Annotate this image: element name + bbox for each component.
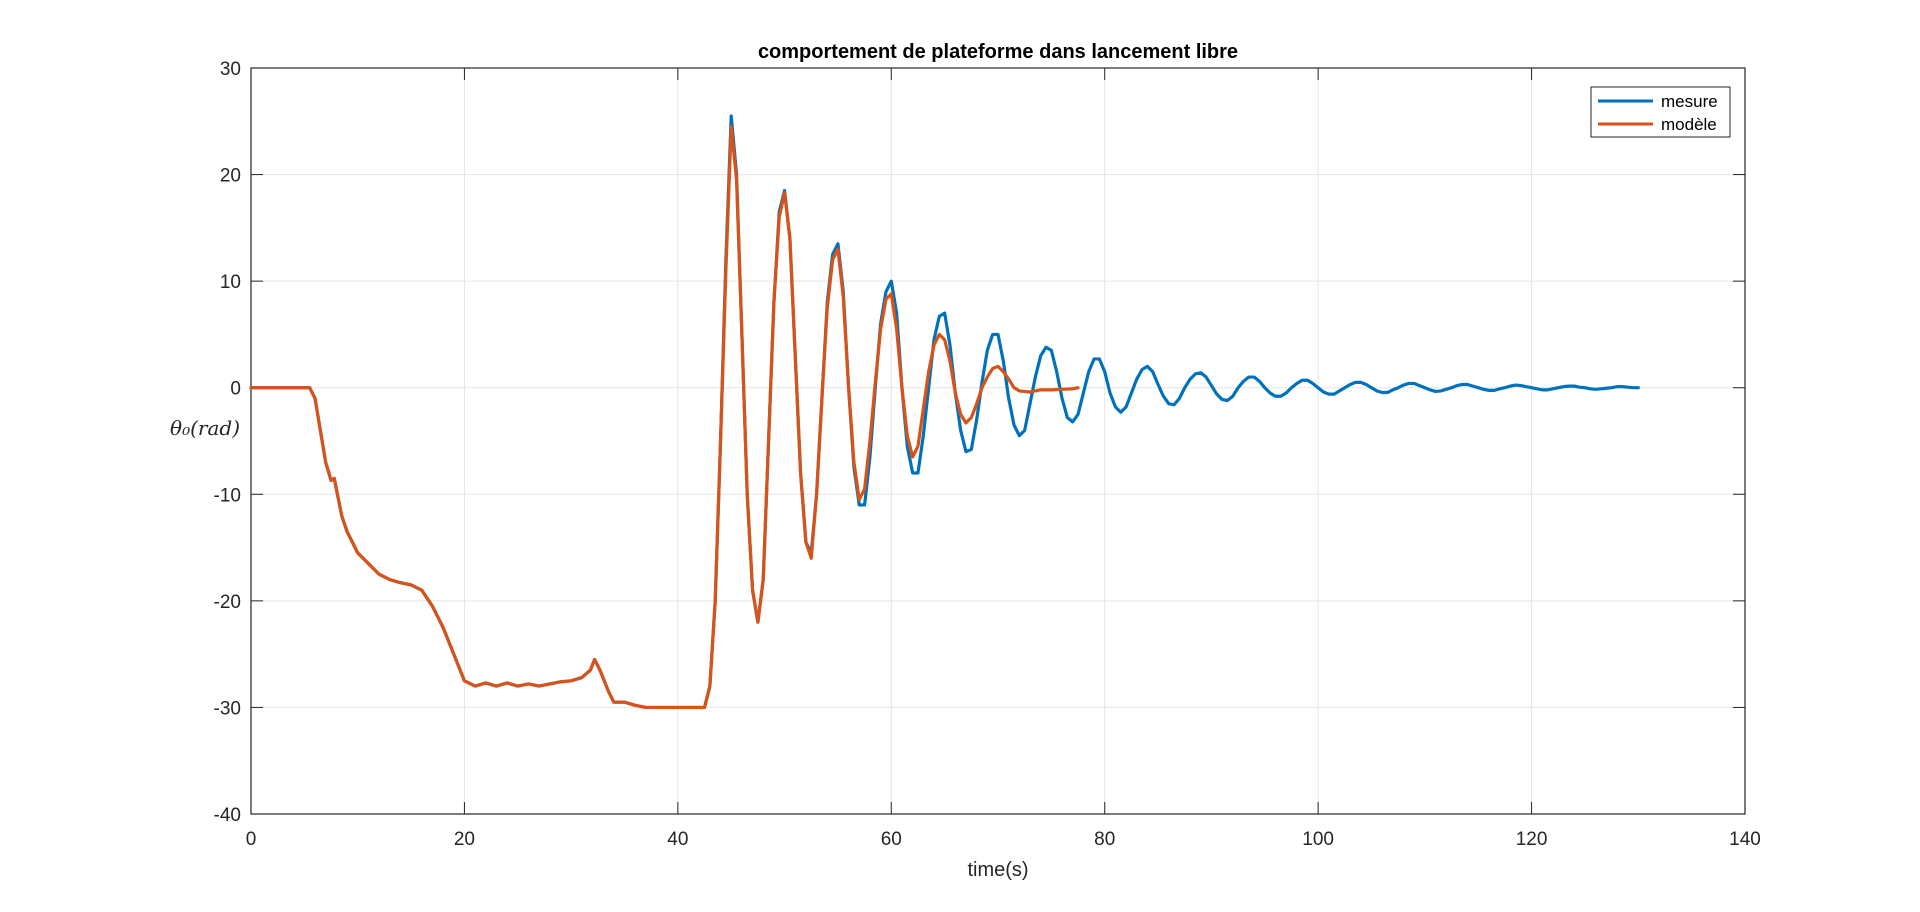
plot-area — [251, 68, 1745, 814]
x-tick-label: 80 — [1094, 829, 1115, 850]
y-tick-label: 30 — [220, 59, 241, 80]
x-tick-label: 40 — [667, 829, 688, 850]
y-tick-label: 0 — [230, 379, 241, 400]
legend-label-mesure: mesure — [1661, 92, 1718, 111]
x-tick-label: 0 — [246, 829, 257, 850]
y-tick-label: 20 — [220, 166, 241, 187]
grid-lines — [251, 68, 1745, 814]
chart-title: comportement de plateforme dans lancemen… — [758, 41, 1238, 63]
y-tick-label: 10 — [220, 272, 241, 293]
y-tick-label: -30 — [214, 698, 241, 719]
x-axis-label: time(s) — [967, 859, 1028, 881]
axes-box — [250, 67, 1746, 815]
legend-label-modele: modèle — [1661, 115, 1717, 134]
x-tick-label: 60 — [881, 829, 902, 850]
x-tick-label: 120 — [1516, 829, 1548, 850]
x-tick-label: 20 — [454, 829, 475, 850]
y-tick-label: -40 — [214, 805, 241, 826]
y-tick-label: -20 — [214, 592, 241, 613]
x-tick-label: 100 — [1302, 829, 1334, 850]
axes-frame — [250, 67, 1746, 815]
y-tick-label: -10 — [214, 485, 241, 506]
series-line-modele — [249, 125, 1080, 710]
legend-box — [1590, 86, 1731, 138]
axis-ticks: 0 20 40 60 80 100 120 140 -40 -30 -20 -10 0 10 20 30 — [214, 59, 1761, 850]
legend: mesure modèle — [1590, 86, 1731, 138]
x-tick-label: 140 — [1729, 829, 1761, 850]
series-lines — [249, 114, 1640, 710]
y-axis-label: θ₀(rad) — [170, 416, 240, 440]
